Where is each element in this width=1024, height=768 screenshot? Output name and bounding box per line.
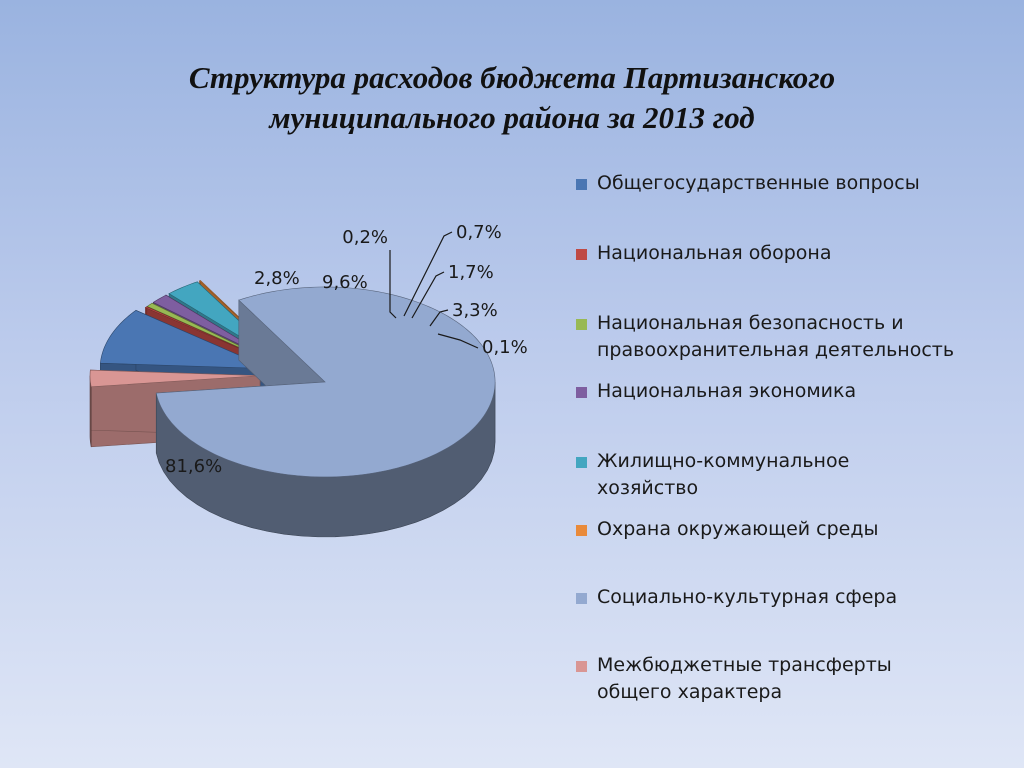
legend-label-5: Жилищно-коммунальное хозяйство [597, 448, 1007, 502]
legend-label-5-line-2: хозяйство [597, 477, 699, 499]
data-label-1: 9,6% [322, 272, 368, 293]
chart-title: Структура расходов бюджета Партизанского… [100, 58, 924, 138]
legend-swatch-4 [576, 387, 587, 398]
data-label-2: 0,2% [342, 227, 388, 248]
pie-slice-7 [155, 286, 496, 538]
legend-label-1-line-1: Общегосударственные вопросы [597, 172, 920, 194]
data-label-4: 1,7% [448, 262, 494, 283]
data-labels-layer: 9,6% 0,2% 0,7% 1,7% 3,3% 0,1% 81,6% 2,8% [165, 222, 528, 477]
legend-swatch-6 [576, 525, 587, 536]
legend-swatch-8 [576, 661, 587, 672]
legend-swatch-7 [576, 593, 587, 604]
leader-line-3 [403, 231, 453, 317]
data-label-7: 81,6% [165, 456, 222, 477]
legend-swatch-3 [576, 319, 587, 330]
legend-label-6-line-1: Охрана окружающей среды [597, 518, 879, 540]
legend-label-6: Охрана окружающей среды [597, 516, 1007, 543]
legend-label-8-line-2: общего характера [597, 681, 783, 703]
legend-label-7: Социально-культурная сфера [597, 584, 1007, 611]
data-label-6: 0,1% [482, 337, 528, 358]
pie-slice-1-top [100, 309, 271, 369]
chart-title-line-2: муниципального района за 2013 год [269, 100, 755, 135]
pie-slice-7-top [155, 286, 496, 478]
chart-title-line-1: Структура расходов бюджета Партизанского [188, 60, 836, 95]
data-label-5: 3,3% [452, 300, 498, 321]
legend-label-2: Национальная оборона [597, 240, 1007, 267]
leader-lines-layer [389, 231, 479, 349]
legend-label-1: Общегосударственные вопросы [597, 170, 1007, 197]
pie-slices-layer [89, 279, 496, 538]
data-label-3: 0,7% [456, 222, 502, 243]
legend-label-2-line-1: Национальная оборона [597, 242, 832, 264]
pie-slice-8-top [89, 369, 261, 388]
leader-line-5 [429, 309, 449, 327]
legend-label-8-line-1: Межбюджетные трансферты [597, 654, 892, 676]
legend-label-7-line-1: Социально-культурная сфера [597, 586, 898, 608]
legend-label-5-line-1: Жилищно-коммунальное [597, 450, 850, 472]
legend-label-3: Национальная безопасность и правоохраните… [597, 310, 1007, 364]
legend-swatch-5 [576, 457, 587, 468]
legend-label-3-line-2: правоохранительная деятельность [597, 339, 955, 361]
leader-line-6 [437, 333, 479, 349]
legend-swatch-2 [576, 249, 587, 260]
legend-label-4: Национальная экономика [597, 378, 1007, 405]
legend-label-3-line-1: Национальная безопасность и [597, 312, 904, 334]
legend-label-8: Межбюджетные трансферты общего характера [597, 652, 1007, 706]
legend-swatch-1 [576, 179, 587, 190]
data-label-8: 2,8% [254, 268, 300, 289]
leader-line-4 [411, 271, 445, 319]
legend-label-4-line-1: Национальная экономика [597, 380, 857, 402]
leader-line-2 [389, 250, 397, 319]
